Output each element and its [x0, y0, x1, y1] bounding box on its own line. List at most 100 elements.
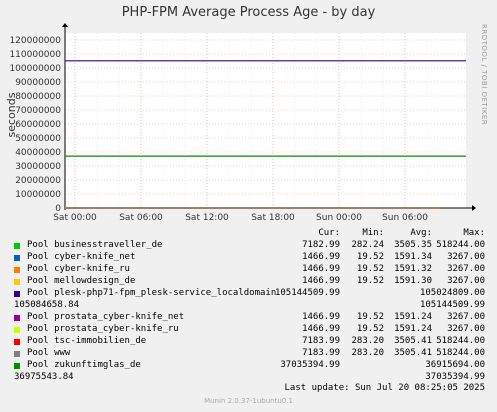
legend-cur: 7182.99	[302, 240, 340, 250]
legend-header-max: Max:	[463, 228, 485, 238]
legend-series-name: Pool zukunftimglas_de	[27, 360, 141, 370]
legend-series-name: Pool prostata_cyber-knife_net	[27, 312, 185, 322]
legend-row-wrap: 36975543.84 37035394.99	[0, 372, 497, 384]
last-update: Last update: Sun Jul 20 08:25:05 2025	[284, 383, 485, 393]
legend-series-name: Pool cyber-knife_net	[27, 252, 136, 262]
legend-row: Pool tsc-immobilien_de 7183.99 283.20 3505.…	[0, 336, 497, 348]
legend-row: Pool cyber-knife_ru 1466.99 19.52 1591.32 32…	[0, 264, 497, 276]
y-tick-label: 0	[55, 204, 61, 214]
legend-max: 105024809.00	[419, 288, 485, 298]
legend-cur: 7183.99	[302, 336, 340, 346]
y-tick-label: 20000000	[15, 176, 61, 186]
plot-area	[65, 33, 466, 208]
legend-cur: 1466.99	[302, 264, 340, 274]
y-tick-label: 70000000	[15, 106, 61, 116]
legend-swatch	[14, 315, 20, 321]
legend-series-name: Pool prostata_cyber-knife_ru	[27, 324, 179, 334]
legend-avg: 3505.41	[394, 348, 432, 358]
legend-avg: 1591.32	[394, 264, 432, 274]
legend-min: 19.52	[356, 264, 384, 274]
chart-title: PHP-FPM Average Process Age - by day	[121, 5, 376, 20]
legend-avg: 1591.34	[394, 252, 432, 262]
legend-series-name: Pool businesstraveller_de	[27, 240, 163, 250]
y-tick-label: 60000000	[15, 120, 61, 130]
y-tick-label: 90000000	[15, 78, 61, 88]
legend-max: 36915694.00	[425, 360, 485, 370]
y-tick-label: 110000000	[9, 50, 61, 60]
legend-header-min: Min:	[362, 228, 384, 238]
legend-swatch	[14, 267, 20, 273]
legend-swatch	[14, 255, 20, 261]
y-tick-label: 30000000	[15, 162, 61, 172]
legend-min: 105084658.84	[14, 300, 80, 310]
x-tick-label: Sun 06:00	[382, 213, 428, 223]
legend-row: Pool mellowdesign_de 1466.99 19.52 1591.30 3…	[0, 276, 497, 288]
legend-row: Pool cyber-knife_net 1466.99 19.52 1591.34 3…	[0, 252, 497, 264]
legend-row: Pool plesk-php71-fpm_plesk-service_local…	[0, 288, 497, 300]
legend-cur: 105144509.99	[274, 288, 340, 298]
y-tick-label: 120000000	[9, 36, 61, 46]
legend-row-wrap: 105084658.84 105144509.99	[0, 300, 497, 312]
legend-max: 3267.00	[447, 276, 485, 286]
y-axis-label: seconds	[5, 92, 18, 137]
legend-max: 3267.00	[447, 312, 485, 322]
y-axis-arrow	[62, 23, 68, 27]
legend-swatch	[14, 351, 20, 357]
legend-max: 518244.00	[436, 240, 485, 250]
legend-min: 19.52	[356, 324, 384, 334]
legend-avg: 3505.41	[394, 336, 432, 346]
legend-swatch	[14, 291, 20, 297]
legend-cur: 1466.99	[302, 276, 340, 286]
legend-min: 283.20	[351, 336, 384, 346]
legend-row: Pool prostata_cyber-knife_net 1466.99 19.5…	[0, 312, 497, 324]
rrdtool-credit: RRDTOOL / TOBI OETIKER	[480, 24, 488, 126]
legend-avg: 1591.24	[394, 324, 432, 334]
legend-cur: 1466.99	[302, 252, 340, 262]
legend-row: Pool businesstraveller_de 7182.99 282.24 35…	[0, 240, 497, 252]
x-tick-label: Sun 00:00	[316, 213, 362, 223]
legend-avg: 1591.24	[394, 312, 432, 322]
legend-series-name: Pool tsc-immobilien_de	[27, 336, 147, 346]
legend-header-avg: Avg:	[410, 228, 432, 238]
x-tick-label: Sat 00:00	[53, 213, 97, 223]
legend-min: 36975543.84	[14, 372, 74, 382]
legend-swatch	[14, 279, 20, 285]
legend-row: Pool prostata_cyber-knife_ru 1466.99 19.52…	[0, 324, 497, 336]
y-tick-label: 80000000	[15, 92, 61, 102]
x-axis-arrow	[472, 205, 476, 211]
legend-cur: 1466.99	[302, 324, 340, 334]
legend-avg: 1591.30	[394, 276, 432, 286]
legend-max: 518244.00	[436, 336, 485, 346]
legend-row: Pool www 7183.99 283.20 3505.41 518244.00	[0, 348, 497, 360]
legend-max: 3267.00	[447, 324, 485, 334]
legend-min: 283.20	[351, 348, 384, 358]
y-tick-label: 40000000	[15, 148, 61, 158]
y-tick-label: 10000000	[15, 190, 61, 200]
legend-row: Pool zukunftimglas_de 37035394.99 36915694…	[0, 360, 497, 372]
legend-cur: 37035394.99	[280, 360, 340, 370]
x-tick-label: Sat 12:00	[185, 213, 229, 223]
x-tick-label: Sat 18:00	[251, 213, 295, 223]
legend-avg: 37035394.99	[425, 372, 485, 382]
legend-swatch	[14, 363, 20, 369]
legend-min: 19.52	[356, 312, 384, 322]
legend-min: 19.52	[356, 276, 384, 286]
legend-swatch	[14, 327, 20, 333]
legend-cur: 7183.99	[302, 348, 340, 358]
y-tick-label: 50000000	[15, 134, 61, 144]
legend-series-name: Pool www	[27, 348, 71, 358]
legend-max: 518244.00	[436, 348, 485, 358]
legend-max: 3267.00	[447, 264, 485, 274]
legend-max: 3267.00	[447, 252, 485, 262]
legend-avg: 3505.35	[394, 240, 432, 250]
legend-avg: 105144509.99	[419, 300, 485, 310]
legend-series-name: Pool plesk-php71-fpm_plesk-service_local…	[27, 288, 277, 298]
legend-min: 19.52	[356, 252, 384, 262]
legend-series-name: Pool mellowdesign_de	[27, 276, 136, 286]
legend-swatch	[14, 243, 20, 249]
legend-series-name: Pool cyber-knife_ru	[27, 264, 130, 274]
legend-header: Cur: Min: Avg: Max:	[0, 228, 497, 240]
legend-swatch	[14, 339, 20, 345]
legend-min: 282.24	[351, 240, 384, 250]
